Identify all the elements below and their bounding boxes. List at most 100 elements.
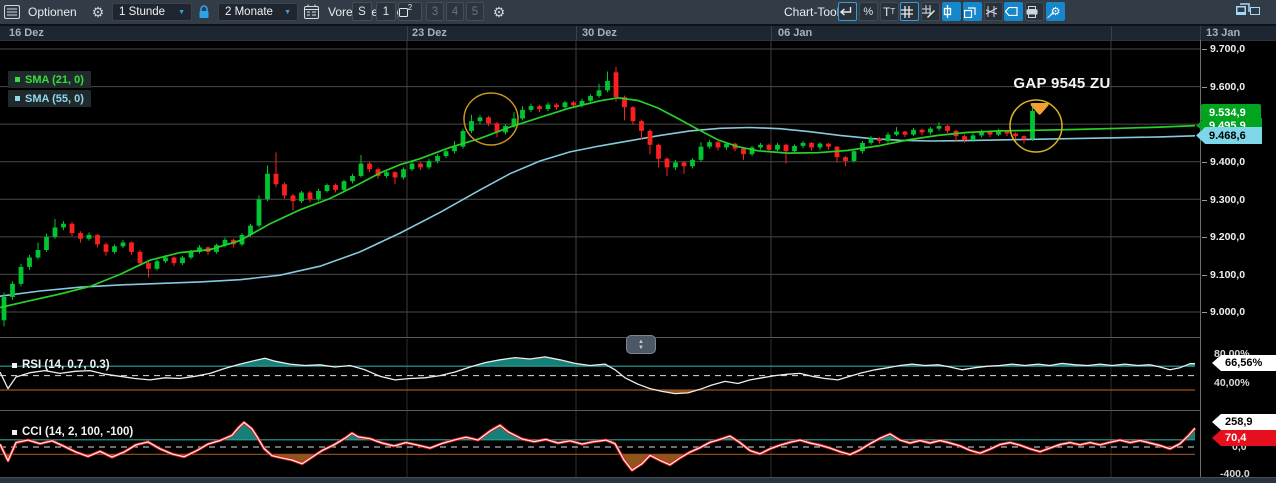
grid-icon[interactable] (900, 2, 920, 21)
candle-body (358, 163, 364, 176)
layout-button-4[interactable]: 4 (446, 2, 464, 21)
rsi-panel[interactable] (0, 339, 1200, 411)
candle-body (945, 126, 950, 131)
cci-red-value-badge: 70,4 (1212, 430, 1276, 446)
gap-annotation-label[interactable]: GAP 9545 ZU (1013, 75, 1111, 92)
interval-dropdown[interactable]: 1 Stunde ▼ (112, 3, 192, 21)
candle-body (622, 97, 627, 108)
layout-button-2[interactable]: 2 (398, 2, 422, 21)
gap-marker-icon[interactable] (1030, 103, 1049, 115)
candle-body (222, 239, 228, 246)
candle-body (375, 169, 381, 176)
candle-body (741, 148, 746, 155)
eraser-icon[interactable] (1004, 2, 1024, 21)
percent-icon[interactable]: % (858, 2, 878, 21)
chart-tools-label: Chart-Tools (784, 5, 846, 19)
sma55-line[interactable] (0, 126, 1196, 297)
candle-body (154, 261, 160, 269)
maximize-icon[interactable] (1250, 7, 1260, 15)
cci-panel[interactable] (0, 411, 1200, 477)
chart-settings-draw-icon[interactable]: ⚙ (1046, 2, 1065, 21)
panel-divider[interactable] (0, 337, 1200, 338)
candle-body (265, 173, 270, 200)
calendar-icon[interactable] (304, 2, 324, 21)
layout-button-1[interactable]: 1 (376, 2, 396, 21)
indicator-icon[interactable] (983, 2, 1003, 21)
candle-body (248, 225, 253, 235)
candle-body (78, 233, 83, 239)
date-label: 13 Jan (1206, 27, 1241, 39)
layout-button-5[interactable]: 5 (466, 2, 484, 21)
candle-body (987, 131, 993, 135)
candle-body (639, 121, 644, 131)
panel-splitter-handle[interactable]: ▲ ▼ (626, 335, 656, 354)
rsi-label: RSI (14, 0.7, 0.3) (12, 359, 110, 371)
candlestick-style-icon[interactable] (942, 2, 961, 21)
date-label: 16 Dez (9, 27, 44, 39)
candle-body (146, 263, 151, 269)
annotation-circle-2[interactable] (1009, 99, 1063, 153)
candle-body (333, 185, 338, 190)
menu-icon[interactable] (4, 2, 24, 21)
candle-body (928, 128, 933, 133)
restore-windows-icon[interactable] (1236, 3, 1250, 15)
candle-body (647, 130, 653, 145)
date-label: 30 Dez (582, 27, 617, 39)
candle-body (919, 129, 925, 133)
candle-body (367, 163, 372, 170)
candle-body (511, 118, 517, 127)
candle-body (885, 134, 891, 142)
candle-body (996, 130, 1001, 135)
candle-body (766, 144, 772, 150)
lock-icon[interactable] (198, 2, 214, 21)
candle-body (137, 251, 143, 264)
candle-body (120, 242, 126, 247)
candle-body (324, 185, 330, 192)
candle-body (299, 192, 304, 202)
range-dropdown[interactable]: 2 Monate ▼ (218, 3, 298, 21)
candle-body (758, 144, 763, 148)
candle-body (477, 117, 483, 122)
candle-body (392, 172, 398, 178)
cci-white-line (0, 421, 1196, 471)
candle-body (426, 160, 432, 168)
candle-body (52, 227, 58, 237)
candle-body (520, 109, 525, 119)
sma21-line[interactable] (0, 96, 1196, 309)
candle-body (868, 138, 874, 143)
price-tick: 9.000,0 (1202, 306, 1245, 318)
windows-cascade-icon[interactable] (962, 2, 982, 21)
candle-body (273, 173, 279, 185)
legend-sma55[interactable]: SMA (55, 0) (8, 90, 91, 107)
candle-body (775, 144, 780, 150)
range-value: 2 Monate (225, 6, 273, 18)
candle-body (860, 142, 865, 152)
candle-body (188, 251, 194, 258)
chevron-down-icon: ▼ (284, 8, 291, 16)
candle-body (571, 102, 576, 106)
price-tick: 9.400,0 (1202, 156, 1245, 168)
candle-body (61, 223, 66, 228)
panel-divider[interactable] (0, 410, 1200, 411)
candle-body (256, 199, 262, 226)
layout-gear-icon[interactable]: ⚙ (492, 3, 506, 20)
price-chart-panel[interactable] (0, 40, 1200, 337)
undo-arrow-icon[interactable] (838, 2, 857, 21)
grid-draw-icon[interactable] (921, 2, 941, 21)
print-icon[interactable] (1025, 2, 1045, 21)
candle-body (180, 257, 185, 264)
legend-sma21[interactable]: SMA (21, 0) (8, 71, 91, 88)
settings-gear-icon[interactable]: ⚙ (91, 3, 105, 20)
candle-body (673, 162, 678, 168)
layout-button-s[interactable]: S (352, 2, 372, 21)
optionen-label[interactable]: Optionen (28, 5, 77, 19)
window-icon (399, 8, 408, 17)
candle-body (435, 156, 440, 161)
candle-body (129, 242, 134, 252)
candle-body (902, 131, 908, 135)
annotation-circle-1[interactable] (463, 92, 519, 146)
price-axis-line (1200, 40, 1201, 477)
layout-button-3[interactable]: 3 (426, 2, 444, 21)
